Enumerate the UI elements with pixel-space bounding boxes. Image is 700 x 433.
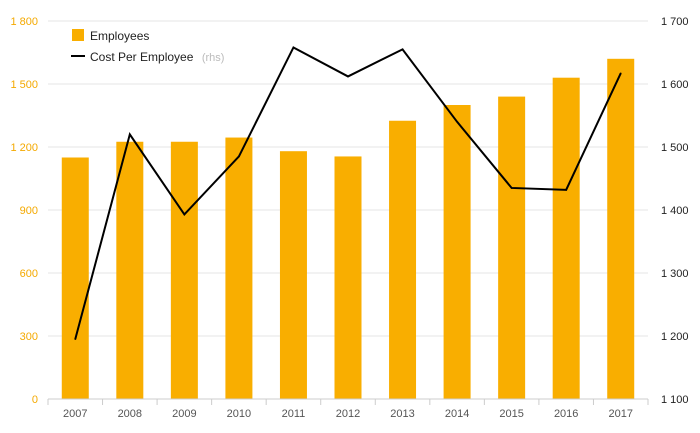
y-tick-label-1500: 1 500: [10, 79, 38, 91]
x-tick-label-2007: 2007: [63, 408, 87, 420]
x-tick-label-2008: 2008: [118, 408, 142, 420]
bar-2016: [552, 77, 580, 399]
y2-tick-label-1200: 1 200: [661, 331, 689, 343]
bar-2011: [279, 151, 307, 399]
legend: Employees Cost Per Employee (rhs): [71, 29, 224, 65]
y-tick-label-1200: 1 200: [10, 142, 38, 154]
bar-2012: [334, 156, 362, 399]
bar-2013: [389, 120, 417, 399]
line-point-2014: [456, 121, 458, 123]
y2-tick-label-1600: 1 600: [661, 79, 689, 91]
bar-2010: [225, 137, 253, 400]
y2-tick-label-1700: 1 700: [661, 16, 689, 28]
y2-tick-label-1500: 1 500: [661, 142, 689, 154]
legend-label-rhs-suffix: (rhs): [202, 52, 225, 64]
x-tick-label-2016: 2016: [554, 408, 578, 420]
x-tick-label-2015: 2015: [499, 408, 523, 420]
line-series-cost-per-employee: [74, 46, 622, 340]
x-tick-label-2012: 2012: [336, 408, 360, 420]
line-point-2011: [292, 46, 295, 49]
y-tick-label-300: 300: [20, 331, 38, 343]
legend-label-employees: Employees: [90, 29, 149, 43]
legend-swatch-employees: [72, 29, 84, 41]
y-tick-label-900: 900: [20, 205, 38, 217]
line-point-2009: [183, 213, 186, 216]
line-point-2010: [238, 155, 240, 158]
y-tick-label-600: 600: [20, 268, 38, 280]
x-tick-label-2009: 2009: [172, 408, 196, 420]
legend-label-cost-per-employee: Cost Per Employee (rhs): [90, 48, 224, 65]
y-tick-label-1800: 1 800: [10, 16, 38, 28]
x-tick-label-2011: 2011: [282, 408, 306, 420]
axes: 0 300 600 900 1 200 1 500 1 800 1 100 1 200 1 300…: [10, 16, 688, 420]
x-tick-label-2010: 2010: [227, 408, 251, 420]
line-point-2012: [347, 75, 349, 78]
x-tick-label-2017: 2017: [608, 408, 632, 420]
x-tick-label-2013: 2013: [390, 408, 414, 420]
line-point-2007: [74, 338, 77, 340]
y-tick-label-0: 0: [32, 394, 38, 406]
bar-2015: [498, 96, 526, 399]
bar-series-employees: [61, 58, 635, 400]
line-point-2008: [129, 133, 131, 136]
y2-tick-label-1100: 1 100: [661, 394, 689, 406]
line-point-2017: [619, 72, 622, 75]
line-point-2013: [401, 48, 404, 51]
bar-2008: [116, 141, 144, 399]
bar-2009: [170, 141, 198, 399]
legend-label-cost-per-employee-name: Cost Per Employee: [90, 50, 194, 64]
line-point-2015: [510, 187, 513, 189]
bar-2014: [443, 105, 471, 399]
x-tick-label-2014: 2014: [445, 408, 469, 420]
bar-2007: [61, 157, 89, 399]
y2-tick-label-1300: 1 300: [661, 268, 689, 280]
bar-2017: [607, 58, 635, 400]
y2-tick-label-1400: 1 400: [661, 205, 689, 217]
line-point-2016: [565, 189, 567, 191]
